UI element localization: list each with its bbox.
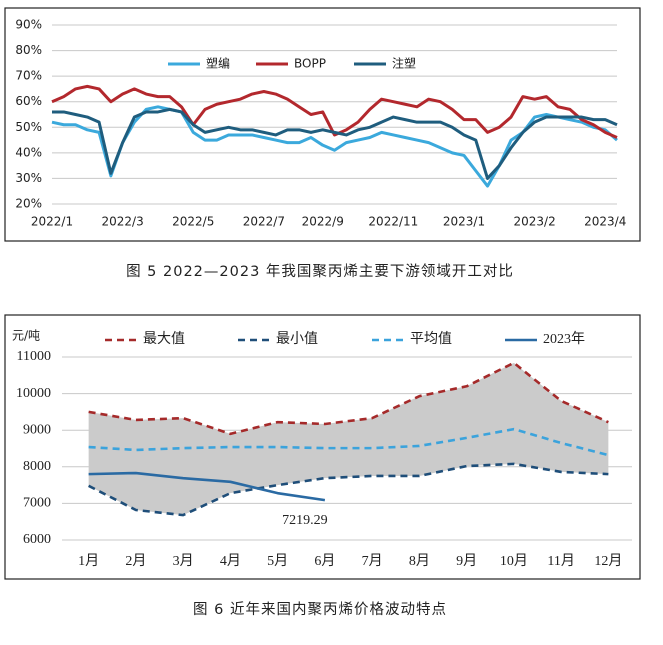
- y-tick-label: 40%: [15, 145, 42, 159]
- legend-label: 注塑: [392, 56, 416, 71]
- y-tick-label: 80%: [15, 43, 42, 57]
- legend-label: BOPP: [294, 57, 326, 71]
- legend-label: 最小值: [276, 331, 318, 347]
- x-tick-label: 2022/5: [172, 215, 214, 229]
- x-tick-label: 2022/7: [243, 215, 285, 229]
- x-tick-label: 4月: [220, 553, 241, 569]
- x-tick-label: 2022/9: [302, 215, 344, 229]
- caption: 图 6 近年来国内聚丙烯价格波动特点: [193, 601, 447, 618]
- y-tick-label: 7000: [23, 496, 51, 511]
- range-band: [88, 362, 609, 516]
- legend-label: 平均值: [410, 331, 452, 347]
- y-tick-label: 50%: [15, 120, 42, 134]
- x-tick-label: 3月: [173, 553, 194, 569]
- y-tick-label: 9000: [23, 422, 51, 437]
- legend-label: 塑编: [206, 56, 230, 71]
- y-tick-label: 20%: [15, 197, 42, 211]
- annotation: 7219.29: [282, 513, 328, 528]
- x-tick-label: 2023/1: [443, 215, 485, 229]
- y-axis-label: 元/吨: [12, 329, 40, 343]
- legend-label: 最大值: [143, 331, 185, 347]
- x-tick-label: 6月: [314, 553, 335, 569]
- y-tick-label: 11000: [17, 349, 51, 364]
- legend-label: 2023年: [543, 331, 585, 347]
- y-tick-label: 10000: [16, 386, 51, 401]
- x-tick-label: 9月: [456, 553, 477, 569]
- y-tick-label: 6000: [23, 532, 51, 547]
- caption: 图 5 2022—2023 年我国聚丙烯主要下游领域开工对比: [126, 263, 514, 280]
- series-line: [88, 462, 609, 517]
- series-line: [88, 471, 326, 502]
- x-tick-label: 8月: [409, 553, 430, 569]
- x-tick-label: 2月: [125, 553, 146, 569]
- x-tick-label: 1月: [78, 553, 99, 569]
- series-line: [51, 105, 618, 188]
- series-line: [52, 107, 618, 180]
- x-tick-label: 11月: [547, 553, 574, 569]
- y-tick-label: 8000: [23, 459, 51, 474]
- x-tick-label: 7月: [362, 553, 383, 569]
- frame: [4, 7, 641, 242]
- x-tick-label: 10月: [500, 553, 528, 569]
- x-tick-label: 2023/4: [584, 215, 626, 229]
- y-tick-label: 70%: [15, 69, 42, 83]
- x-tick-label: 5月: [267, 553, 288, 569]
- x-tick-label: 12月: [594, 553, 622, 569]
- x-tick-label: 2023/2: [513, 215, 555, 229]
- series-line: [88, 427, 609, 457]
- y-tick-label: 60%: [15, 94, 42, 108]
- y-tick-label: 90%: [15, 18, 42, 32]
- x-tick-label: 2022/11: [368, 215, 418, 229]
- x-tick-label: 2022/1: [31, 215, 73, 229]
- series-line: [88, 361, 609, 436]
- series-line: [51, 84, 618, 139]
- y-tick-label: 30%: [15, 171, 42, 185]
- frame: [4, 314, 641, 580]
- x-tick-label: 2022/3: [102, 215, 144, 229]
